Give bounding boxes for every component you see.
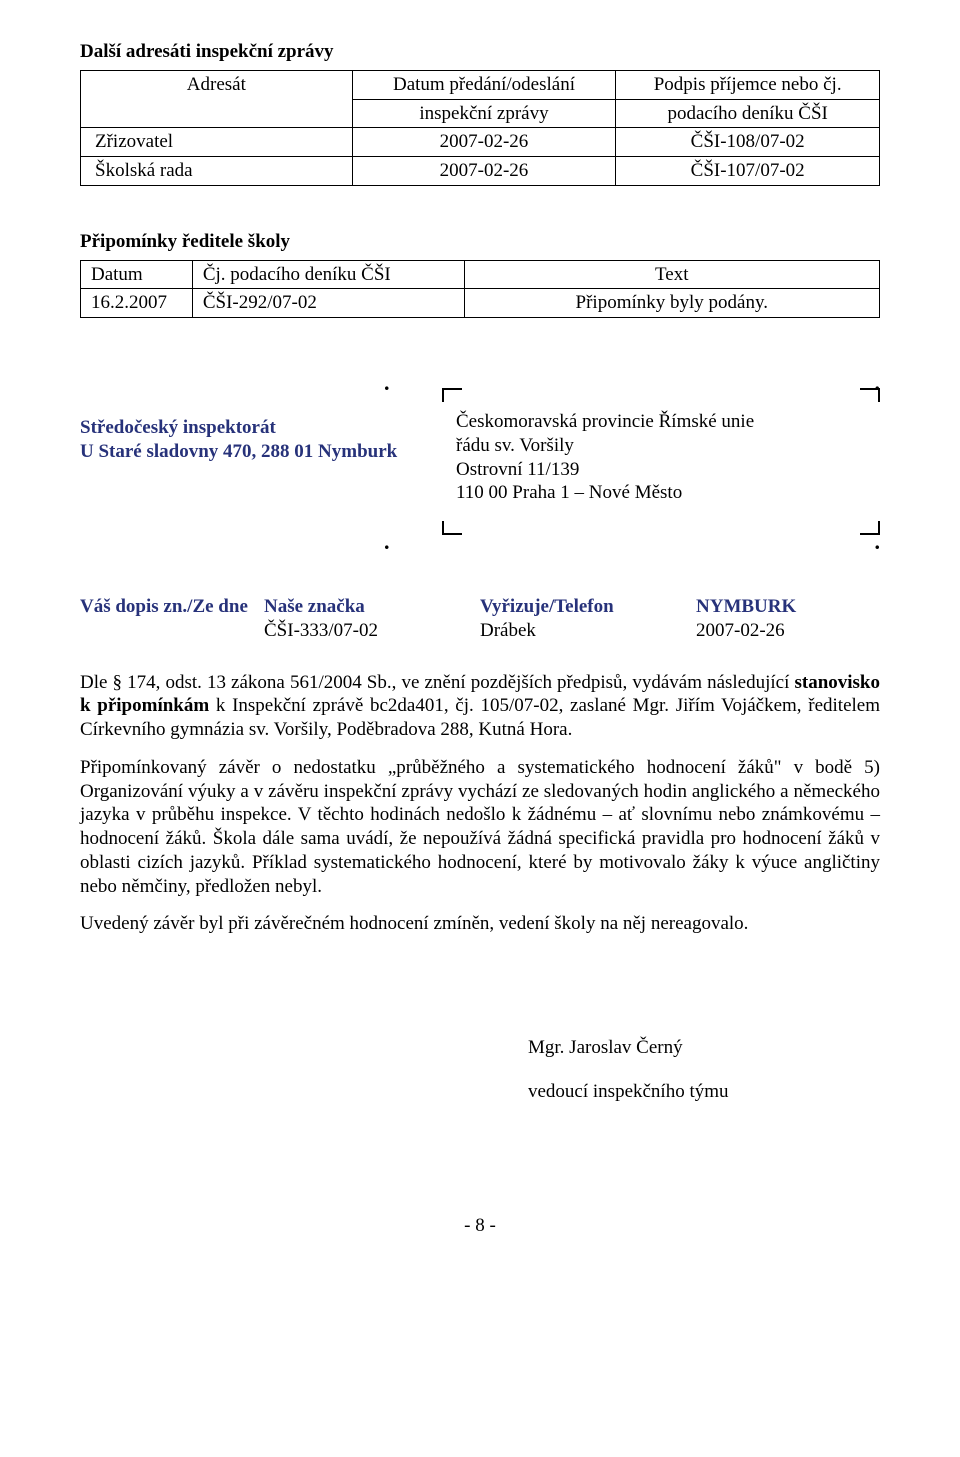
reference-row: Váš dopis zn./Ze dne Naše značka ČŠI-333… xyxy=(80,595,880,643)
th-sign-l2: podacího deníku ČŠI xyxy=(616,99,880,128)
cell-cj: ČŠI-292/07-02 xyxy=(192,289,464,318)
body-paragraph-1: Dle § 174, odst. 13 zákona 561/2004 Sb.,… xyxy=(80,671,880,742)
recipient-line: 110 00 Praha 1 – Nové Město xyxy=(456,481,872,505)
section1-heading: Další adresáti inspekční zprávy xyxy=(80,40,880,64)
recipient-block: Českomoravská provincie Římské unie řádu… xyxy=(448,388,880,523)
ref-label-ours: Naše značka xyxy=(264,595,480,619)
ref-value-ours: ČŠI-333/07-02 xyxy=(264,619,480,643)
th-date-l2: inspekční zprávy xyxy=(352,99,616,128)
th-date: Datum xyxy=(81,260,193,289)
sender-block: Středočeský inspektorát U Staré sladovny… xyxy=(80,388,448,523)
ref-value-handled: Drábek xyxy=(480,619,696,643)
recipient-line: Českomoravská provincie Římské unie xyxy=(456,410,872,434)
signature-name: Mgr. Jaroslav Černý xyxy=(528,1036,880,1060)
crop-dots-top: .. xyxy=(384,378,880,388)
table-row: 16.2.2007 ČŠI-292/07-02 Připomínky byly … xyxy=(81,289,880,318)
ref-value-date: 2007-02-26 xyxy=(696,619,880,643)
sender-line2: U Staré sladovny 470, 288 01 Nymburk xyxy=(80,440,448,464)
crop-corner-icon xyxy=(442,521,462,535)
th-cj: Čj. podacího deníku ČŠI xyxy=(192,260,464,289)
signature-block: Mgr. Jaroslav Černý vedoucí inspekčního … xyxy=(80,1036,880,1104)
cell-text: Připomínky byly podány. xyxy=(464,289,879,318)
crop-corner-icon xyxy=(860,388,880,402)
recipient-line: Ostrovní 11/139 xyxy=(456,458,872,482)
remarks-table: Datum Čj. podacího deníku ČŠI Text 16.2.… xyxy=(80,260,880,319)
body-paragraph-3: Uvedený závěr byl při závěrečném hodnoce… xyxy=(80,912,880,936)
th-sign-l1: Podpis příjemce nebo čj. xyxy=(616,70,880,99)
th-addresat: Adresát xyxy=(81,70,353,128)
th-date-l1: Datum předání/odeslání xyxy=(352,70,616,99)
page-number: - 8 - xyxy=(80,1214,880,1238)
signature-role: vedoucí inspekčního týmu xyxy=(528,1080,880,1104)
cell-sign: ČŠI-107/07-02 xyxy=(616,157,880,186)
sender-line1: Středočeský inspektorát xyxy=(80,416,448,440)
ref-label-handled: Vyřizuje/Telefon xyxy=(480,595,696,619)
cell-addr: Školská rada xyxy=(81,157,353,186)
document-page: Další adresáti inspekční zprávy Adresát … xyxy=(40,0,920,1297)
cell-date: 16.2.2007 xyxy=(81,289,193,318)
table-row: Školská rada 2007-02-26 ČŠI-107/07-02 xyxy=(81,157,880,186)
body-paragraph-2: Připomínkovaný závěr o nedostatku „průbě… xyxy=(80,756,880,899)
p1-part-a: Dle § 174, odst. 13 zákona 561/2004 Sb.,… xyxy=(80,672,794,693)
ref-label-yours: Váš dopis zn./Ze dne xyxy=(80,595,264,619)
section2-heading: Připomínky ředitele školy xyxy=(80,230,880,254)
crop-corner-icon xyxy=(442,388,462,402)
cell-date: 2007-02-26 xyxy=(352,157,616,186)
th-text: Text xyxy=(464,260,879,289)
crop-dots-bottom: .. xyxy=(384,537,880,547)
cell-sign: ČŠI-108/07-02 xyxy=(616,128,880,157)
crop-corner-icon xyxy=(860,521,880,535)
ref-label-place: NYMBURK xyxy=(696,595,880,619)
letter-block: .. Středočeský inspektorát U Staré slado… xyxy=(80,378,880,547)
cell-date: 2007-02-26 xyxy=(352,128,616,157)
recipient-line: řádu sv. Voršily xyxy=(456,434,872,458)
table-row: Zřizovatel 2007-02-26 ČŠI-108/07-02 xyxy=(81,128,880,157)
cell-addr: Zřizovatel xyxy=(81,128,353,157)
recipients-table: Adresát Datum předání/odeslání Podpis př… xyxy=(80,70,880,186)
